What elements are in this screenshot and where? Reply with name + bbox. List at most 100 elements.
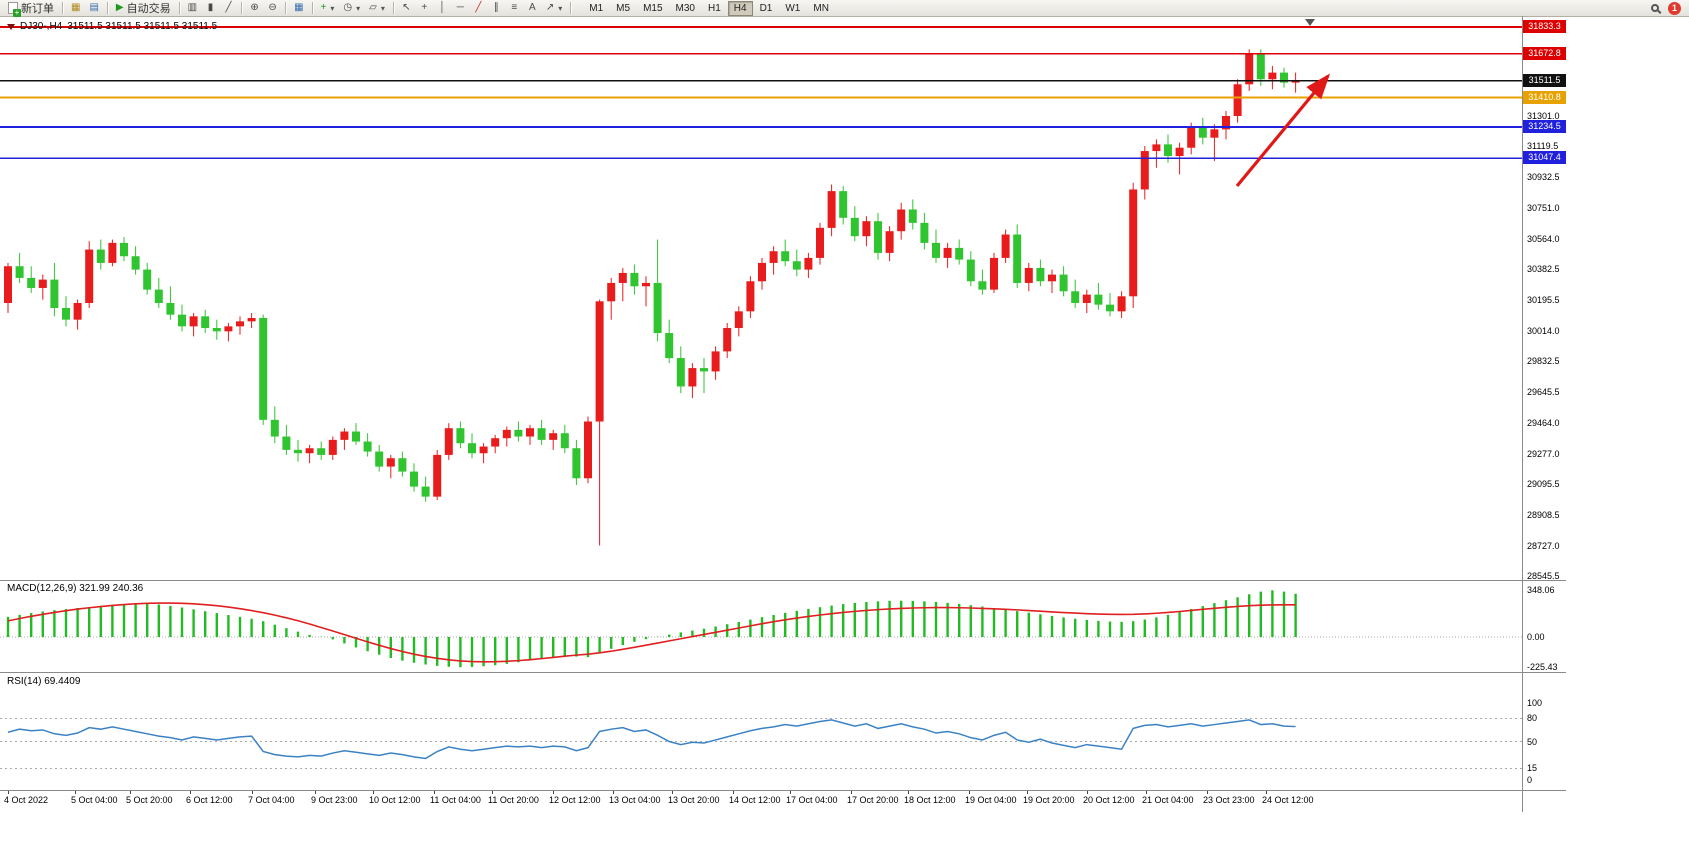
time-tick — [434, 791, 435, 794]
indicators-button[interactable]: + ▾ — [317, 1, 339, 16]
time-tick — [373, 791, 374, 794]
time-tick — [908, 791, 909, 794]
rsi-value: 69.4409 — [44, 676, 81, 687]
time-axis-label: 5 Oct 20:00 — [126, 795, 173, 805]
fibonacci-button[interactable]: ≡ — [506, 1, 523, 16]
timeframe-m15[interactable]: M15 — [643, 2, 663, 14]
time-axis-separator — [0, 790, 1566, 791]
templates-button[interactable]: ▱ ▾ — [365, 1, 389, 16]
timeframe-d1[interactable]: D1 — [759, 2, 773, 14]
time-tick — [733, 791, 734, 794]
time-axis-label: 12 Oct 12:00 — [549, 795, 601, 805]
text-tool-icon: A — [529, 2, 536, 13]
price-tag: 31410.8 — [1523, 90, 1566, 104]
profiles-button[interactable]: ▤ — [85, 1, 102, 16]
time-tick — [252, 791, 253, 794]
price-axis-separator — [1522, 16, 1523, 812]
time-tick — [492, 791, 493, 794]
time-tick — [969, 791, 970, 794]
periods-button[interactable]: ◷ ▾ — [339, 1, 364, 16]
timeframe-h4[interactable]: H4 — [727, 0, 753, 16]
time-axis-label: 6 Oct 12:00 — [186, 795, 233, 805]
new-order-icon — [8, 2, 21, 17]
timeframe-h1[interactable]: H1 — [707, 2, 721, 14]
chevron-down-icon: ▾ — [380, 3, 385, 13]
price-axis-label: 30195.5 — [1527, 295, 1560, 306]
zoom-out-button[interactable]: ⊖ — [264, 1, 281, 16]
zoom-in-button[interactable]: ⊕ — [246, 1, 263, 16]
time-axis[interactable]: 4 Oct 2022 5 Oct 04:00 5 Oct 20:00 6 Oct 12… — [0, 791, 1566, 811]
time-tick — [8, 791, 9, 794]
trendline-button[interactable]: ╱ — [470, 1, 487, 16]
rsi-scale-label: 15 — [1527, 763, 1538, 774]
notification-badge[interactable]: 1 — [1668, 1, 1681, 15]
macd-panel[interactable] — [0, 581, 1522, 672]
horizontal-line-button[interactable]: ─ — [452, 1, 469, 16]
new-order-button[interactable]: 新订单 — [4, 1, 58, 17]
zoom-in-icon: ⊕ — [250, 2, 259, 13]
timeframe-m1[interactable]: M1 — [589, 2, 604, 14]
text-tool-button[interactable]: A — [524, 1, 541, 16]
timeframe-mn[interactable]: MN — [813, 2, 829, 14]
toolbar-separator — [285, 2, 287, 14]
time-tick — [75, 791, 76, 794]
charts-grid-icon: ▦ — [71, 2, 81, 13]
symbol-collapse-icon[interactable] — [7, 23, 15, 30]
price-axis-label: 29464.0 — [1527, 417, 1560, 428]
price-axis-label: 29277.0 — [1527, 448, 1560, 459]
vertical-line-button[interactable]: │ — [434, 1, 451, 16]
rsi-panel[interactable] — [0, 673, 1522, 790]
line-chart-button[interactable]: ╱ — [220, 1, 237, 16]
price-chart[interactable] — [0, 16, 1522, 580]
search-button[interactable] — [1646, 1, 1663, 16]
chart-shift-marker-icon — [1305, 19, 1315, 26]
macd-histogram — [6, 590, 1297, 668]
macd-scale-label: 0.00 — [1527, 632, 1545, 642]
price-axis-label: 31119.5 — [1527, 141, 1559, 152]
time-tick — [1266, 791, 1267, 794]
price-axis-label: 30382.5 — [1527, 264, 1560, 275]
panel-separator[interactable] — [0, 672, 1566, 673]
cursor-button[interactable]: ↖ — [398, 1, 415, 16]
time-tick — [190, 791, 191, 794]
time-tick — [851, 791, 852, 794]
price-axis-label: 28727.0 — [1527, 540, 1560, 551]
candlestick-icon: ▮ — [207, 2, 214, 13]
timeframe-m30[interactable]: M30 — [675, 2, 695, 14]
arrows-tool-button[interactable]: ↗ ▾ — [542, 1, 566, 16]
new-order-label: 新订单 — [21, 3, 54, 15]
charts-grid-button[interactable]: ▦ — [67, 1, 84, 16]
time-axis-label: 20 Oct 12:00 — [1083, 795, 1135, 805]
timeframe-w1[interactable]: W1 — [785, 2, 801, 14]
fibonacci-icon: ≡ — [511, 2, 518, 13]
crosshair-icon: + — [421, 2, 428, 13]
timeframe-m5[interactable]: M5 — [616, 2, 631, 14]
time-axis-label: 23 Oct 23:00 — [1203, 795, 1255, 805]
price-axis-label: 30564.0 — [1527, 233, 1560, 244]
chart-ohlc: 31511.5 31511.5 31511.5 31511.5 — [67, 21, 218, 32]
auto-trading-button[interactable]: ▶ 自动交易 — [112, 1, 175, 16]
candlestick-button[interactable]: ▮ — [202, 1, 219, 16]
bar-chart-button[interactable]: ▥ — [184, 1, 201, 16]
price-tag: 31672.8 — [1523, 46, 1566, 60]
time-tick — [1027, 791, 1028, 794]
time-tick — [613, 791, 614, 794]
line-chart-icon: ╱ — [225, 2, 232, 13]
time-axis-label: 13 Oct 20:00 — [668, 795, 720, 805]
toolbar-separator — [106, 2, 108, 14]
crosshair-button[interactable]: + — [416, 1, 433, 16]
channel-button[interactable]: ∥ — [488, 1, 505, 16]
price-axis-label: 29832.5 — [1527, 355, 1560, 366]
trend-arrow — [1235, 73, 1331, 188]
time-tick — [1146, 791, 1147, 794]
time-tick — [130, 791, 131, 794]
tile-windows-button[interactable]: ▦ — [290, 1, 307, 16]
price-axis-label: 31301.0 — [1527, 110, 1560, 121]
time-axis-label: 13 Oct 04:00 — [609, 795, 661, 805]
price-axis-label: 29645.5 — [1527, 387, 1560, 398]
rsi-label: RSI(14) 69.4409 — [7, 676, 81, 687]
auto-trading-play-icon: ▶ — [115, 2, 124, 13]
time-axis-label: 17 Oct 04:00 — [786, 795, 838, 805]
panel-separator[interactable] — [0, 580, 1566, 581]
